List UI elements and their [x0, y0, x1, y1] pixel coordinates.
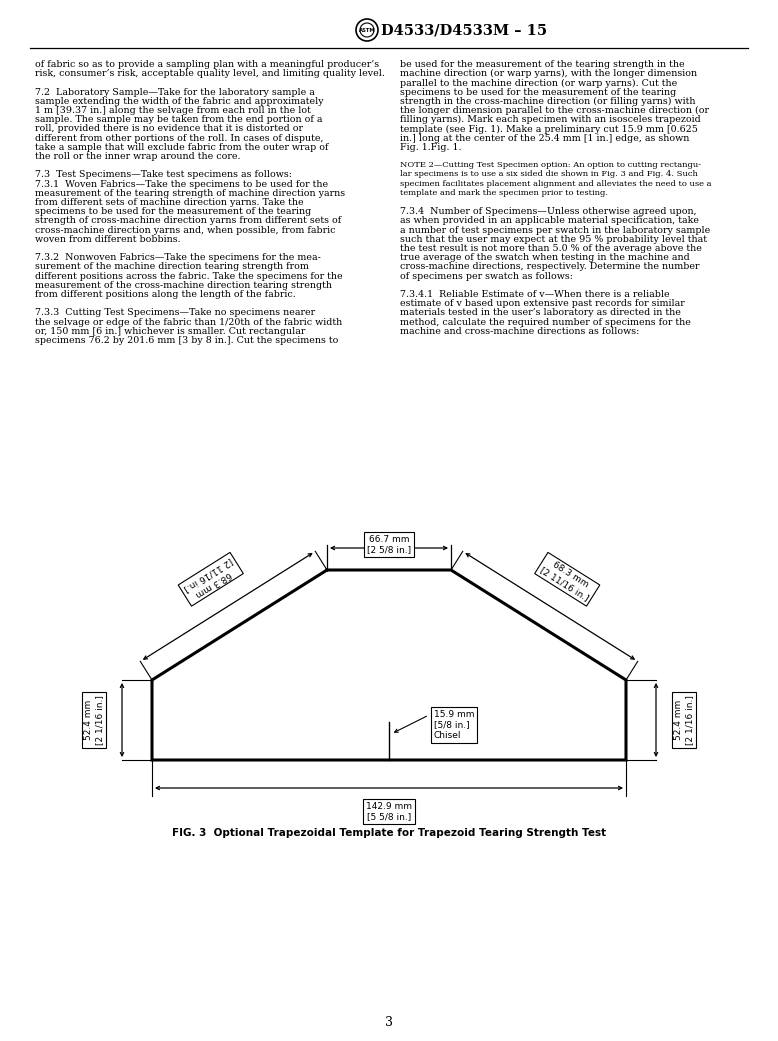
Text: woven from different bobbins.: woven from different bobbins.: [35, 235, 180, 244]
Text: the longer dimension parallel to the cross-machine direction (or: the longer dimension parallel to the cro…: [400, 106, 709, 116]
Text: take a sample that will exclude fabric from the outer wrap of: take a sample that will exclude fabric f…: [35, 143, 328, 152]
Text: NOTE 2—Cutting Test Specimen option: An option to cutting rectangu-: NOTE 2—Cutting Test Specimen option: An …: [400, 161, 701, 170]
Text: or, 150 mm [6 in.] whichever is smaller. Cut rectangular: or, 150 mm [6 in.] whichever is smaller.…: [35, 327, 306, 336]
Text: materials tested in the user’s laboratory as directed in the: materials tested in the user’s laborator…: [400, 308, 681, 318]
Text: machine direction (or warp yarns), with the longer dimension: machine direction (or warp yarns), with …: [400, 69, 697, 78]
Text: 52.4 mm
[2 1/16 in.]: 52.4 mm [2 1/16 in.]: [84, 695, 103, 745]
Text: specimens to be used for the measurement of the tearing: specimens to be used for the measurement…: [400, 87, 676, 97]
Text: filling yarns). Mark each specimen with an isosceles trapezoid: filling yarns). Mark each specimen with …: [400, 116, 701, 124]
Text: machine and cross-machine directions as follows:: machine and cross-machine directions as …: [400, 327, 640, 336]
Text: 7.2  Laboratory Sample—Take for the laboratory sample a: 7.2 Laboratory Sample—Take for the labor…: [35, 87, 315, 97]
Text: of fabric so as to provide a sampling plan with a meaningful producer’s: of fabric so as to provide a sampling pl…: [35, 60, 379, 69]
Text: ASTM: ASTM: [359, 27, 375, 32]
Text: 52.4 mm
[2 1/16 in.]: 52.4 mm [2 1/16 in.]: [675, 695, 694, 745]
Text: the selvage or edge of the fabric than 1/20th of the fabric width: the selvage or edge of the fabric than 1…: [35, 318, 342, 327]
Text: different from other portions of the roll. In cases of dispute,: different from other portions of the rol…: [35, 133, 324, 143]
Text: measurement of the tearing strength of machine direction yarns: measurement of the tearing strength of m…: [35, 188, 345, 198]
Text: roll, provided there is no evidence that it is distorted or: roll, provided there is no evidence that…: [35, 125, 303, 133]
Text: 7.3.4  Number of Specimens—Unless otherwise agreed upon,: 7.3.4 Number of Specimens—Unless otherwi…: [400, 207, 696, 217]
Text: 66.7 mm
[2 5/8 in.]: 66.7 mm [2 5/8 in.]: [367, 535, 411, 555]
Text: 7.3.1  Woven Fabrics—Take the specimens to be used for the: 7.3.1 Woven Fabrics—Take the specimens t…: [35, 180, 328, 188]
Text: specimens to be used for the measurement of the tearing: specimens to be used for the measurement…: [35, 207, 311, 217]
Text: sample. The sample may be taken from the end portion of a: sample. The sample may be taken from the…: [35, 116, 323, 124]
Text: be used for the measurement of the tearing strength in the: be used for the measurement of the teari…: [400, 60, 685, 69]
Text: of specimens per swatch as follows:: of specimens per swatch as follows:: [400, 272, 573, 281]
Text: 1 m [39.37 in.] along the selvage from each roll in the lot: 1 m [39.37 in.] along the selvage from e…: [35, 106, 311, 115]
Text: from different positions along the length of the fabric.: from different positions along the lengt…: [35, 290, 296, 299]
Text: 7.3.3  Cutting Test Specimens—Take no specimens nearer: 7.3.3 Cutting Test Specimens—Take no spe…: [35, 308, 315, 318]
Text: FIG. 3  Optional Trapezoidal Template for Trapezoid Tearing Strength Test: FIG. 3 Optional Trapezoidal Template for…: [172, 828, 606, 838]
Text: specimen facilitates placement alignment and alleviates the need to use a: specimen facilitates placement alignment…: [400, 180, 712, 187]
Text: estimate of v based upon extensive past records for similar: estimate of v based upon extensive past …: [400, 299, 685, 308]
Text: 68.3 mm
[2 11/16 in.]: 68.3 mm [2 11/16 in.]: [182, 556, 240, 603]
Text: 142.9 mm
[5 5/8 in.]: 142.9 mm [5 5/8 in.]: [366, 802, 412, 821]
Text: a number of test specimens per swatch in the laboratory sample: a number of test specimens per swatch in…: [400, 226, 710, 234]
Text: 7.3.2  Nonwoven Fabrics—Take the specimens for the mea-: 7.3.2 Nonwoven Fabrics—Take the specimen…: [35, 253, 321, 262]
Text: template (see Fig. 1). Make a preliminary cut 15.9 mm [0.625: template (see Fig. 1). Make a preliminar…: [400, 125, 698, 133]
Text: from different sets of machine direction yarns. Take the: from different sets of machine direction…: [35, 198, 303, 207]
Text: cross-machine direction yarns and, when possible, from fabric: cross-machine direction yarns and, when …: [35, 226, 335, 234]
Text: specimens 76.2 by 201.6 mm [3 by 8 in.]. Cut the specimens to: specimens 76.2 by 201.6 mm [3 by 8 in.].…: [35, 336, 338, 345]
Text: method, calculate the required number of specimens for the: method, calculate the required number of…: [400, 318, 691, 327]
Text: cross-machine directions, respectively. Determine the number: cross-machine directions, respectively. …: [400, 262, 699, 272]
Text: 3: 3: [385, 1016, 393, 1029]
Text: sample extending the width of the fabric and approximately: sample extending the width of the fabric…: [35, 97, 324, 106]
Text: risk, consumer’s risk, acceptable quality level, and limiting quality level.: risk, consumer’s risk, acceptable qualit…: [35, 69, 385, 78]
Text: D4533/D4533M – 15: D4533/D4533M – 15: [381, 23, 547, 37]
Text: in.] long at the center of the 25.4 mm [1 in.] edge, as shown: in.] long at the center of the 25.4 mm […: [400, 133, 689, 143]
Text: lar specimens is to use a six sided die shown in Fig. 3 and Fig. 4. Such: lar specimens is to use a six sided die …: [400, 171, 698, 178]
Text: the test result is not more than 5.0 % of the average above the: the test result is not more than 5.0 % o…: [400, 244, 702, 253]
Text: different positions across the fabric. Take the specimens for the: different positions across the fabric. T…: [35, 272, 342, 281]
Text: 7.3  Test Specimens—Take test specimens as follows:: 7.3 Test Specimens—Take test specimens a…: [35, 171, 292, 179]
Text: true average of the swatch when testing in the machine and: true average of the swatch when testing …: [400, 253, 690, 262]
Text: parallel to the machine direction (or warp yarns). Cut the: parallel to the machine direction (or wa…: [400, 78, 678, 87]
Text: template and mark the specimen prior to testing.: template and mark the specimen prior to …: [400, 188, 608, 197]
Text: Fig. 1.Fig. 1.: Fig. 1.Fig. 1.: [400, 143, 461, 152]
Text: 15.9 mm
[5/8 in.]
Chisel: 15.9 mm [5/8 in.] Chisel: [434, 710, 475, 740]
Text: strength of cross-machine direction yarns from different sets of: strength of cross-machine direction yarn…: [35, 217, 342, 226]
Text: strength in the cross-machine direction (or filling yarns) with: strength in the cross-machine direction …: [400, 97, 696, 106]
Text: 7.3.4.1  Reliable Estimate of v—When there is a reliable: 7.3.4.1 Reliable Estimate of v—When ther…: [400, 290, 670, 299]
Text: the roll or the inner wrap around the core.: the roll or the inner wrap around the co…: [35, 152, 240, 161]
Text: as when provided in an applicable material specification, take: as when provided in an applicable materi…: [400, 217, 699, 226]
Text: 68.3 mm
[2 11/16 in.]: 68.3 mm [2 11/16 in.]: [538, 556, 596, 603]
Text: surement of the machine direction tearing strength from: surement of the machine direction tearin…: [35, 262, 309, 272]
Text: such that the user may expect at the 95 % probability level that: such that the user may expect at the 95 …: [400, 235, 707, 244]
Text: measurement of the cross-machine direction tearing strength: measurement of the cross-machine directi…: [35, 281, 332, 289]
